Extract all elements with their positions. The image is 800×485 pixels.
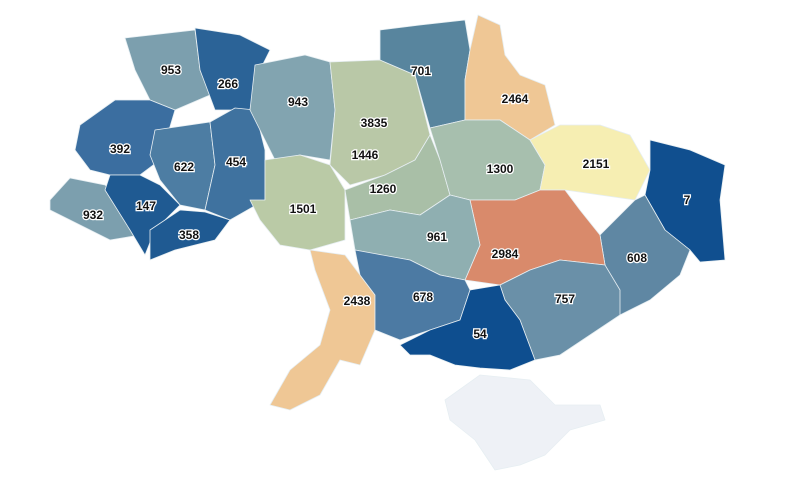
crimea: [444, 374, 606, 471]
region-label: 266: [218, 77, 238, 91]
region: [269, 249, 376, 411]
region-label: 3835: [361, 116, 388, 130]
region: [249, 54, 336, 161]
region-label: 961: [427, 230, 447, 244]
region-label: 757: [555, 292, 575, 306]
region-label: 678: [413, 290, 433, 304]
region-label: 392: [110, 142, 130, 156]
region-label: 701: [411, 64, 431, 78]
region: [74, 99, 176, 176]
region-label: 2984: [492, 247, 519, 261]
region: [399, 284, 536, 371]
region-label: 943: [288, 95, 308, 109]
region-label: 953: [161, 63, 181, 77]
region-label: 7: [684, 193, 691, 207]
region: [149, 209, 231, 261]
region-label: 1501: [290, 202, 317, 216]
region-label: 1300: [487, 162, 514, 176]
region-label: 454: [226, 155, 246, 169]
region-label: 932: [83, 208, 103, 222]
region-label: 54: [473, 327, 487, 341]
region-label: 2438: [344, 294, 371, 308]
region-label: 147: [136, 199, 156, 213]
region: [464, 14, 556, 141]
region-label: 1260: [370, 182, 397, 196]
region-label: 358: [179, 228, 199, 242]
region: [644, 139, 726, 263]
region-label: 1446: [352, 148, 379, 162]
region-label: 622: [174, 160, 194, 174]
region-label: 2151: [583, 157, 610, 171]
region-label: 2464: [502, 92, 529, 106]
region-label: 608: [627, 251, 647, 265]
